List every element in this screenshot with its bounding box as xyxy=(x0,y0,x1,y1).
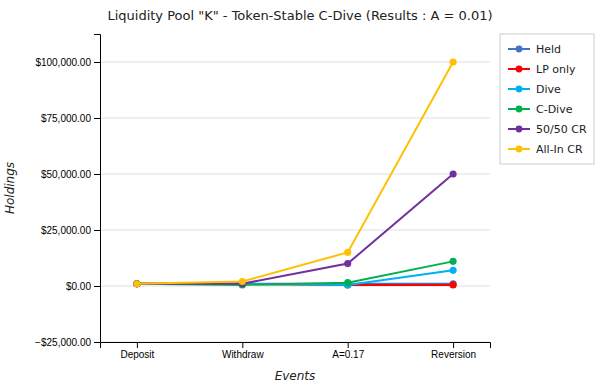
point xyxy=(450,258,457,265)
y-tick-mark xyxy=(94,286,100,287)
legend-label: Dive xyxy=(536,83,561,96)
point xyxy=(133,280,140,287)
y-tick: $50,000.00 xyxy=(41,169,100,180)
legend-item: C-Dive xyxy=(508,103,573,116)
line xyxy=(137,62,453,284)
x-axis-line xyxy=(101,343,491,349)
legend-label: 50/50 CR xyxy=(536,123,587,136)
y-tick-label: $75,000.00 xyxy=(41,113,91,124)
y-tick: $25,000.00 xyxy=(41,225,100,236)
x-tick-label: Withdraw xyxy=(222,349,264,360)
x-tick-mark xyxy=(137,342,138,348)
x-tick-label: Reversion xyxy=(431,349,476,360)
legend-marker xyxy=(516,146,523,153)
x-tick-mark xyxy=(242,342,243,348)
y-tick: $75,000.00 xyxy=(41,113,100,124)
y-tick-mark xyxy=(94,118,100,119)
legend-box xyxy=(500,34,594,164)
point xyxy=(450,58,457,65)
point xyxy=(344,279,351,286)
legend-marker xyxy=(516,66,523,73)
x-tick-mark xyxy=(453,342,454,348)
grid-line xyxy=(100,174,490,175)
legend-marker xyxy=(516,46,523,53)
y-axis: −$25,000.00 $0.00 $25,000.00 $50,000.00 $75,… xyxy=(35,35,100,348)
y-tick: −$25,000.00 xyxy=(35,337,100,348)
y-tick-label: $0.00 xyxy=(66,281,91,292)
series xyxy=(133,58,456,287)
point xyxy=(133,280,140,287)
legend-marker xyxy=(516,86,523,93)
x-axis-title: Events xyxy=(275,369,316,383)
point xyxy=(450,267,457,274)
chart: Liquidity Pool "K" - Token-Stable C-Dive… xyxy=(0,0,600,390)
y-tick: $0.00 xyxy=(66,281,100,292)
y-tick-label: −$25,000.00 xyxy=(35,337,91,348)
legend-item: All-In CR xyxy=(508,143,583,156)
marks xyxy=(133,58,456,288)
point xyxy=(133,280,140,287)
y-tick-mark xyxy=(94,62,100,63)
legend-label: All-In CR xyxy=(536,143,583,156)
legend: Held LP only Dive C-Dive 50/50 CR All-In CR xyxy=(500,34,594,164)
y-tick-label: $50,000.00 xyxy=(41,169,91,180)
grid-line xyxy=(100,118,490,119)
legend-label: LP only xyxy=(536,63,576,76)
point xyxy=(450,170,457,177)
grid-line xyxy=(100,62,490,63)
legend-item: LP only xyxy=(508,63,576,76)
point xyxy=(239,278,246,285)
point xyxy=(344,260,351,267)
x-tick-mark xyxy=(348,342,349,348)
grid xyxy=(100,62,490,342)
x-tick: A=0.17 xyxy=(332,342,364,360)
y-tick-label: $100,000.00 xyxy=(35,57,91,68)
x-tick: Reversion xyxy=(431,342,476,360)
legend-item: 50/50 CR xyxy=(508,123,587,136)
y-tick: $100,000.00 xyxy=(35,57,100,68)
series xyxy=(133,170,456,287)
x-tick-label: Deposit xyxy=(120,349,154,360)
x-axis: Deposit Withdraw A=0.17 Reversion xyxy=(101,342,491,360)
point xyxy=(133,280,140,287)
y-tick-label: $25,000.00 xyxy=(41,225,91,236)
legend-label: Held xyxy=(536,43,561,56)
y-axis-line xyxy=(94,35,101,343)
point xyxy=(133,280,140,287)
legend-marker xyxy=(516,106,523,113)
y-tick-mark xyxy=(94,342,100,343)
x-tick: Deposit xyxy=(120,342,154,360)
legend-label: C-Dive xyxy=(536,103,573,116)
legend-marker xyxy=(516,126,523,133)
x-tick: Withdraw xyxy=(222,342,264,360)
title: Liquidity Pool "K" - Token-Stable C-Dive… xyxy=(107,8,492,23)
point xyxy=(344,249,351,256)
legend-item: Held xyxy=(508,43,561,56)
x-tick-label: A=0.17 xyxy=(332,349,364,360)
y-tick-mark xyxy=(94,174,100,175)
legend-item: Dive xyxy=(508,83,561,96)
point xyxy=(450,281,457,288)
y-tick-mark xyxy=(94,230,100,231)
plot-area: −$25,000.00 $0.00 $25,000.00 $50,000.00 $75,… xyxy=(35,35,490,361)
grid-line xyxy=(100,230,490,231)
y-axis-title: Holdings xyxy=(3,162,17,214)
point xyxy=(133,280,140,287)
